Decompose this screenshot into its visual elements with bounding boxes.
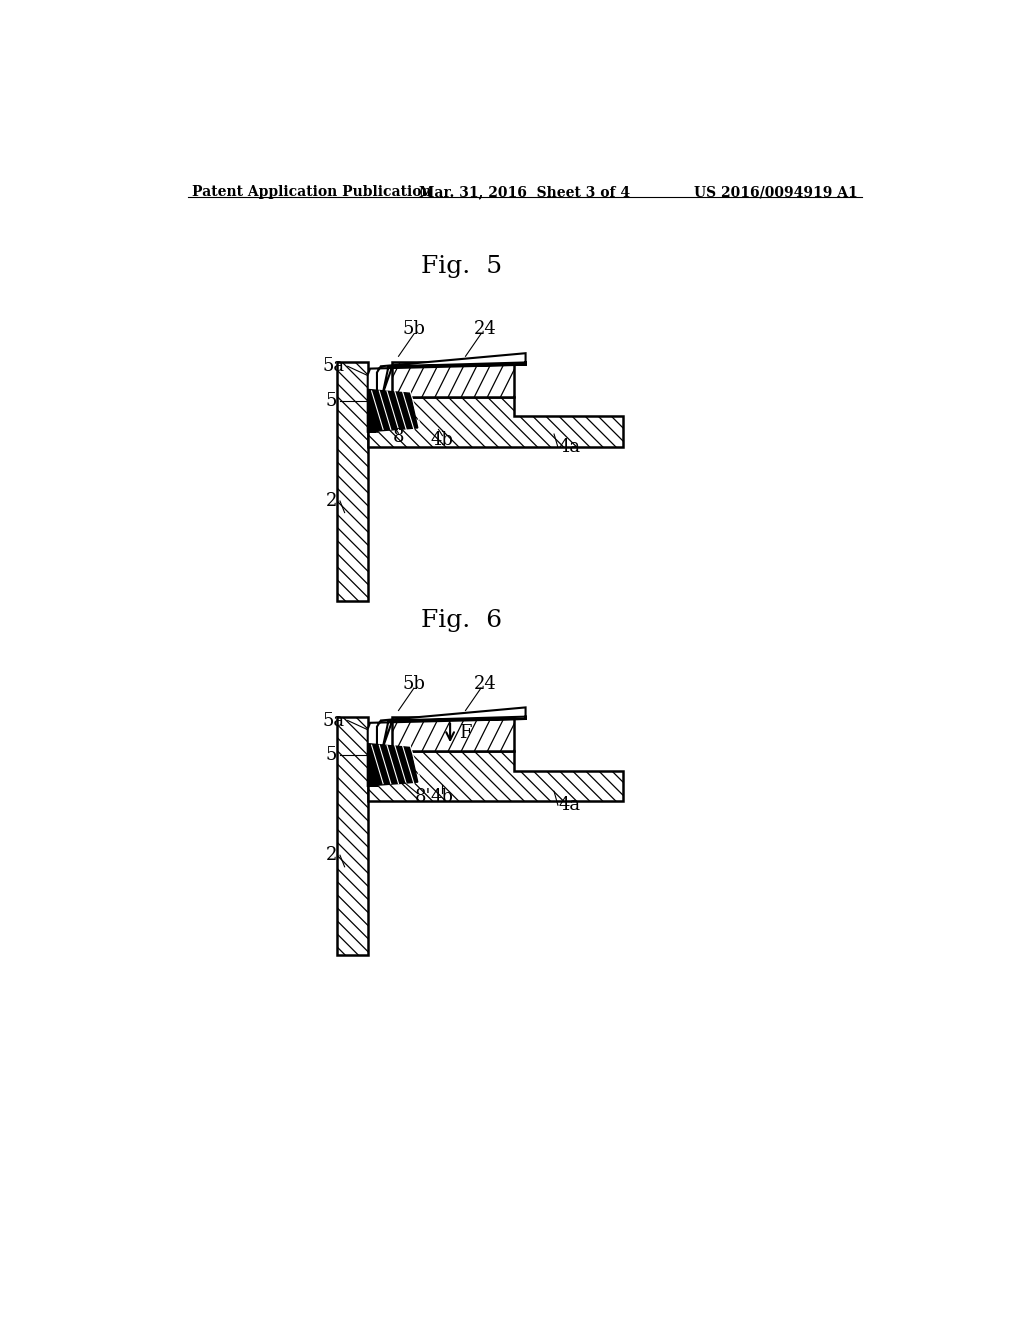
Polygon shape (368, 751, 624, 801)
Text: US 2016/0094919 A1: US 2016/0094919 A1 (693, 185, 857, 199)
Polygon shape (392, 363, 514, 397)
Text: 2: 2 (326, 492, 337, 510)
Polygon shape (368, 708, 525, 785)
Text: Fig.  5: Fig. 5 (421, 255, 502, 277)
Text: 5a: 5a (323, 358, 345, 375)
Polygon shape (337, 363, 368, 601)
Text: F: F (460, 723, 472, 742)
Text: 5a: 5a (323, 711, 345, 730)
Text: 8: 8 (393, 428, 404, 446)
Text: 5b: 5b (402, 675, 425, 693)
Text: 5: 5 (326, 392, 337, 411)
Text: Patent Application Publication: Patent Application Publication (193, 185, 432, 199)
Text: 2: 2 (326, 846, 337, 865)
Text: 4a: 4a (558, 438, 581, 457)
Text: 5: 5 (326, 746, 337, 764)
Text: 4a: 4a (558, 796, 581, 814)
Polygon shape (368, 743, 418, 785)
Polygon shape (368, 389, 418, 432)
Polygon shape (392, 717, 514, 751)
Text: 24: 24 (473, 675, 497, 693)
Polygon shape (368, 397, 624, 447)
Text: Mar. 31, 2016  Sheet 3 of 4: Mar. 31, 2016 Sheet 3 of 4 (419, 185, 631, 199)
Text: 4b: 4b (431, 432, 454, 449)
Text: 8': 8' (415, 788, 431, 807)
Text: 4b: 4b (431, 788, 454, 807)
Polygon shape (368, 354, 525, 432)
Text: 24: 24 (473, 321, 497, 338)
Polygon shape (337, 717, 368, 956)
Text: Fig.  6: Fig. 6 (421, 609, 502, 632)
Text: 5b: 5b (402, 321, 425, 338)
